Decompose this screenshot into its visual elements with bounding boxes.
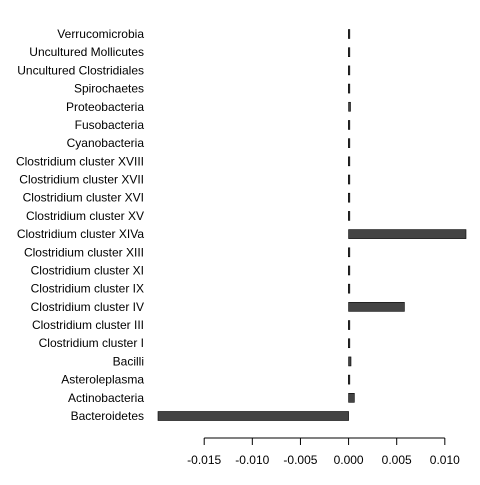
category-label: Fusobacteria <box>75 118 145 132</box>
category-label: Cyanobacteria <box>67 136 145 150</box>
bar-clostridium-cluster-xvii <box>348 174 351 185</box>
category-label: Uncultured Clostridiales <box>17 63 144 77</box>
bar-clostridium-cluster-i <box>348 338 351 349</box>
category-label: Clostridium cluster XVI <box>23 191 144 205</box>
bar-bacilli <box>348 356 352 367</box>
x-tick-label: 0.010 <box>430 453 460 467</box>
bar-clostridium-cluster-ix <box>348 283 351 294</box>
category-label: Proteobacteria <box>66 100 144 114</box>
category-label: Bacilli <box>113 354 144 368</box>
category-label: Clostridium cluster I <box>39 336 144 350</box>
category-label: Clostridium cluster XIVa <box>17 227 144 241</box>
x-tick-label: 0.000 <box>334 453 364 467</box>
bar-clostridium-cluster-iii <box>348 320 351 330</box>
bar-proteobacteria <box>348 101 351 112</box>
category-label: Actinobacteria <box>68 391 144 405</box>
category-label: Clostridium cluster XVIII <box>16 154 144 168</box>
category-label: Clostridium cluster IV <box>31 300 144 314</box>
bars-layer <box>157 29 467 421</box>
bar-clostridium-cluster-iv <box>348 302 405 312</box>
category-label: Clostridium cluster XI <box>31 263 144 277</box>
category-label: Clostridium cluster XIII <box>24 245 144 259</box>
bar-asteroleplasma <box>348 374 351 385</box>
bar-clostridium-cluster-xvi <box>348 192 351 203</box>
x-tick-label: -0.010 <box>235 453 269 467</box>
category-label: Clostridium cluster XVII <box>19 173 144 187</box>
bar-spirochaetes <box>348 83 351 94</box>
x-tick-label: -0.015 <box>187 453 221 467</box>
category-label: Uncultured Mollicutes <box>29 45 144 59</box>
bar-cyanobacteria <box>348 138 351 148</box>
x-axis: -0.015 -0.010 -0.005 0.000 0.005 0.010 <box>187 437 460 467</box>
x-tick-label: 0.005 <box>382 453 412 467</box>
bar-clostridium-cluster-xiii <box>348 247 351 258</box>
category-labels-layer: Verrucomicrobia Uncultured Mollicutes Uncu… <box>16 27 144 423</box>
bar-verrucomicrobia <box>348 29 351 39</box>
bar-bacteroidetes <box>157 411 349 421</box>
bar-clostridium-cluster-xviii <box>348 156 351 167</box>
bar-clostridium-cluster-xv <box>348 211 351 221</box>
category-label: Asteroleplasma <box>61 373 144 387</box>
category-label: Verrucomicrobia <box>57 27 144 41</box>
category-label: Clostridium cluster III <box>32 318 144 332</box>
bar-uncultured-mollicutes <box>348 47 351 57</box>
x-tick-label: -0.005 <box>283 453 317 467</box>
bar-clostridium-cluster-xi <box>348 265 351 276</box>
category-label: Clostridium cluster XV <box>26 209 144 223</box>
bar-fusobacteria <box>348 120 351 130</box>
category-label: Bacteroidetes <box>71 409 144 423</box>
bar-clostridium-cluster-xiva <box>348 229 467 239</box>
bar-uncultured-clostridiales <box>348 65 351 76</box>
category-label: Clostridium cluster IX <box>31 282 144 296</box>
category-label: Spirochaetes <box>74 82 144 96</box>
bar-actinobacteria <box>348 393 355 403</box>
